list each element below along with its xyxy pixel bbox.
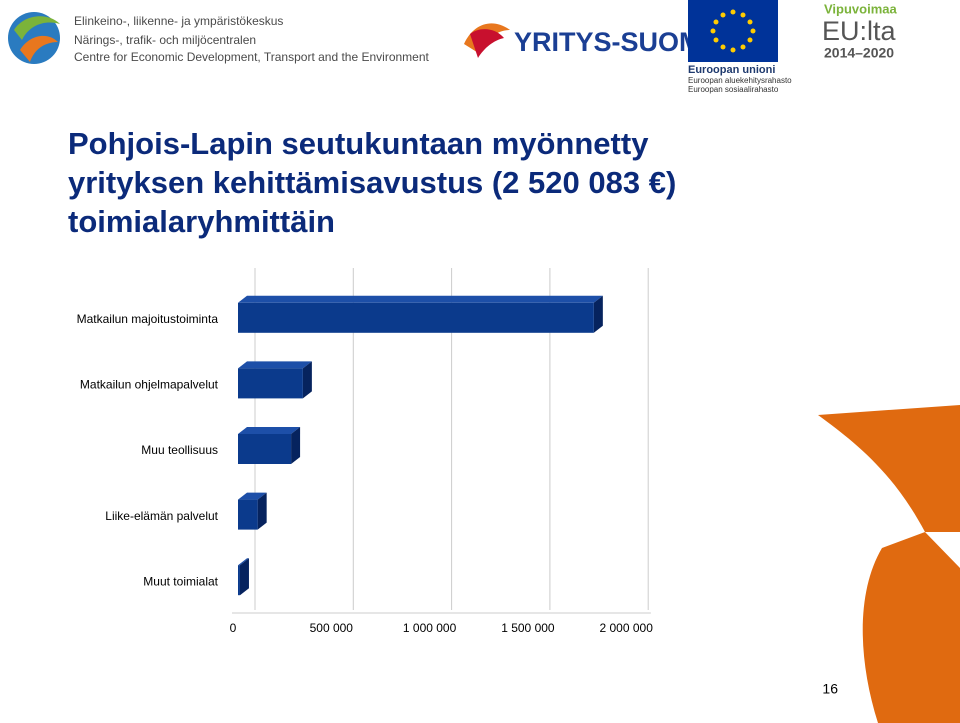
x-tick-label: 500 000 <box>310 621 354 635</box>
bar <box>238 434 292 464</box>
years-text: 2014–2020 <box>824 45 894 61</box>
bar-top <box>238 558 249 566</box>
bar-side <box>239 558 249 596</box>
vipu-text: Vipuvoimaa <box>824 1 898 16</box>
bar-top <box>238 492 267 500</box>
eu-flag <box>688 0 778 62</box>
bar-top <box>238 295 603 303</box>
ely-text: Närings-, trafik- och miljöcentralen <box>74 33 256 47</box>
yritys-text: YRITYS-SUOMI <box>514 27 709 57</box>
bar-side <box>257 492 267 530</box>
eu-text: Euroopan unioni <box>688 64 775 76</box>
y-tick-label: Matkailun ohjelmapalvelut <box>80 378 219 392</box>
bar <box>238 499 258 530</box>
bar <box>238 368 303 399</box>
yritys-logo <box>470 29 504 58</box>
y-tick-label: Liike-elämän palvelut <box>105 509 218 523</box>
x-tick-label: 0 <box>230 621 237 635</box>
eulta-text: EU:lta <box>822 16 897 46</box>
bar <box>238 302 594 333</box>
ely-logo-leaf <box>20 35 58 62</box>
bar-top <box>238 361 312 369</box>
x-tick-label: 1 000 000 <box>403 621 457 635</box>
eu-text: Euroopan aluekehitysrahasto <box>688 76 792 85</box>
chart-title: Pohjois-Lapin seutukuntaan myönnetty yri… <box>68 126 677 239</box>
bar-side <box>593 295 603 333</box>
bar <box>238 565 240 596</box>
bar-side <box>291 427 301 464</box>
ely-text: Elinkeino-, liikenne- ja ympäristökeskus <box>74 14 283 28</box>
bar-top <box>238 427 301 434</box>
decoration <box>818 405 960 723</box>
x-tick-label: 1 500 000 <box>501 621 555 635</box>
page-number: 16 <box>822 681 838 697</box>
x-tick-label: 2 000 000 <box>600 621 654 635</box>
ely-text: Centre for Economic Development, Transpo… <box>74 50 430 64</box>
eu-stars <box>710 9 756 53</box>
decoration <box>925 532 960 568</box>
ely-logo-leaf <box>14 16 60 40</box>
eu-text: Euroopan sosiaalirahasto <box>688 85 779 94</box>
y-tick-label: Matkailun majoitustoiminta <box>77 312 219 326</box>
bar-side <box>302 361 312 399</box>
y-tick-label: Muut toimialat <box>143 574 218 588</box>
y-tick-label: Muu teollisuus <box>141 443 218 457</box>
